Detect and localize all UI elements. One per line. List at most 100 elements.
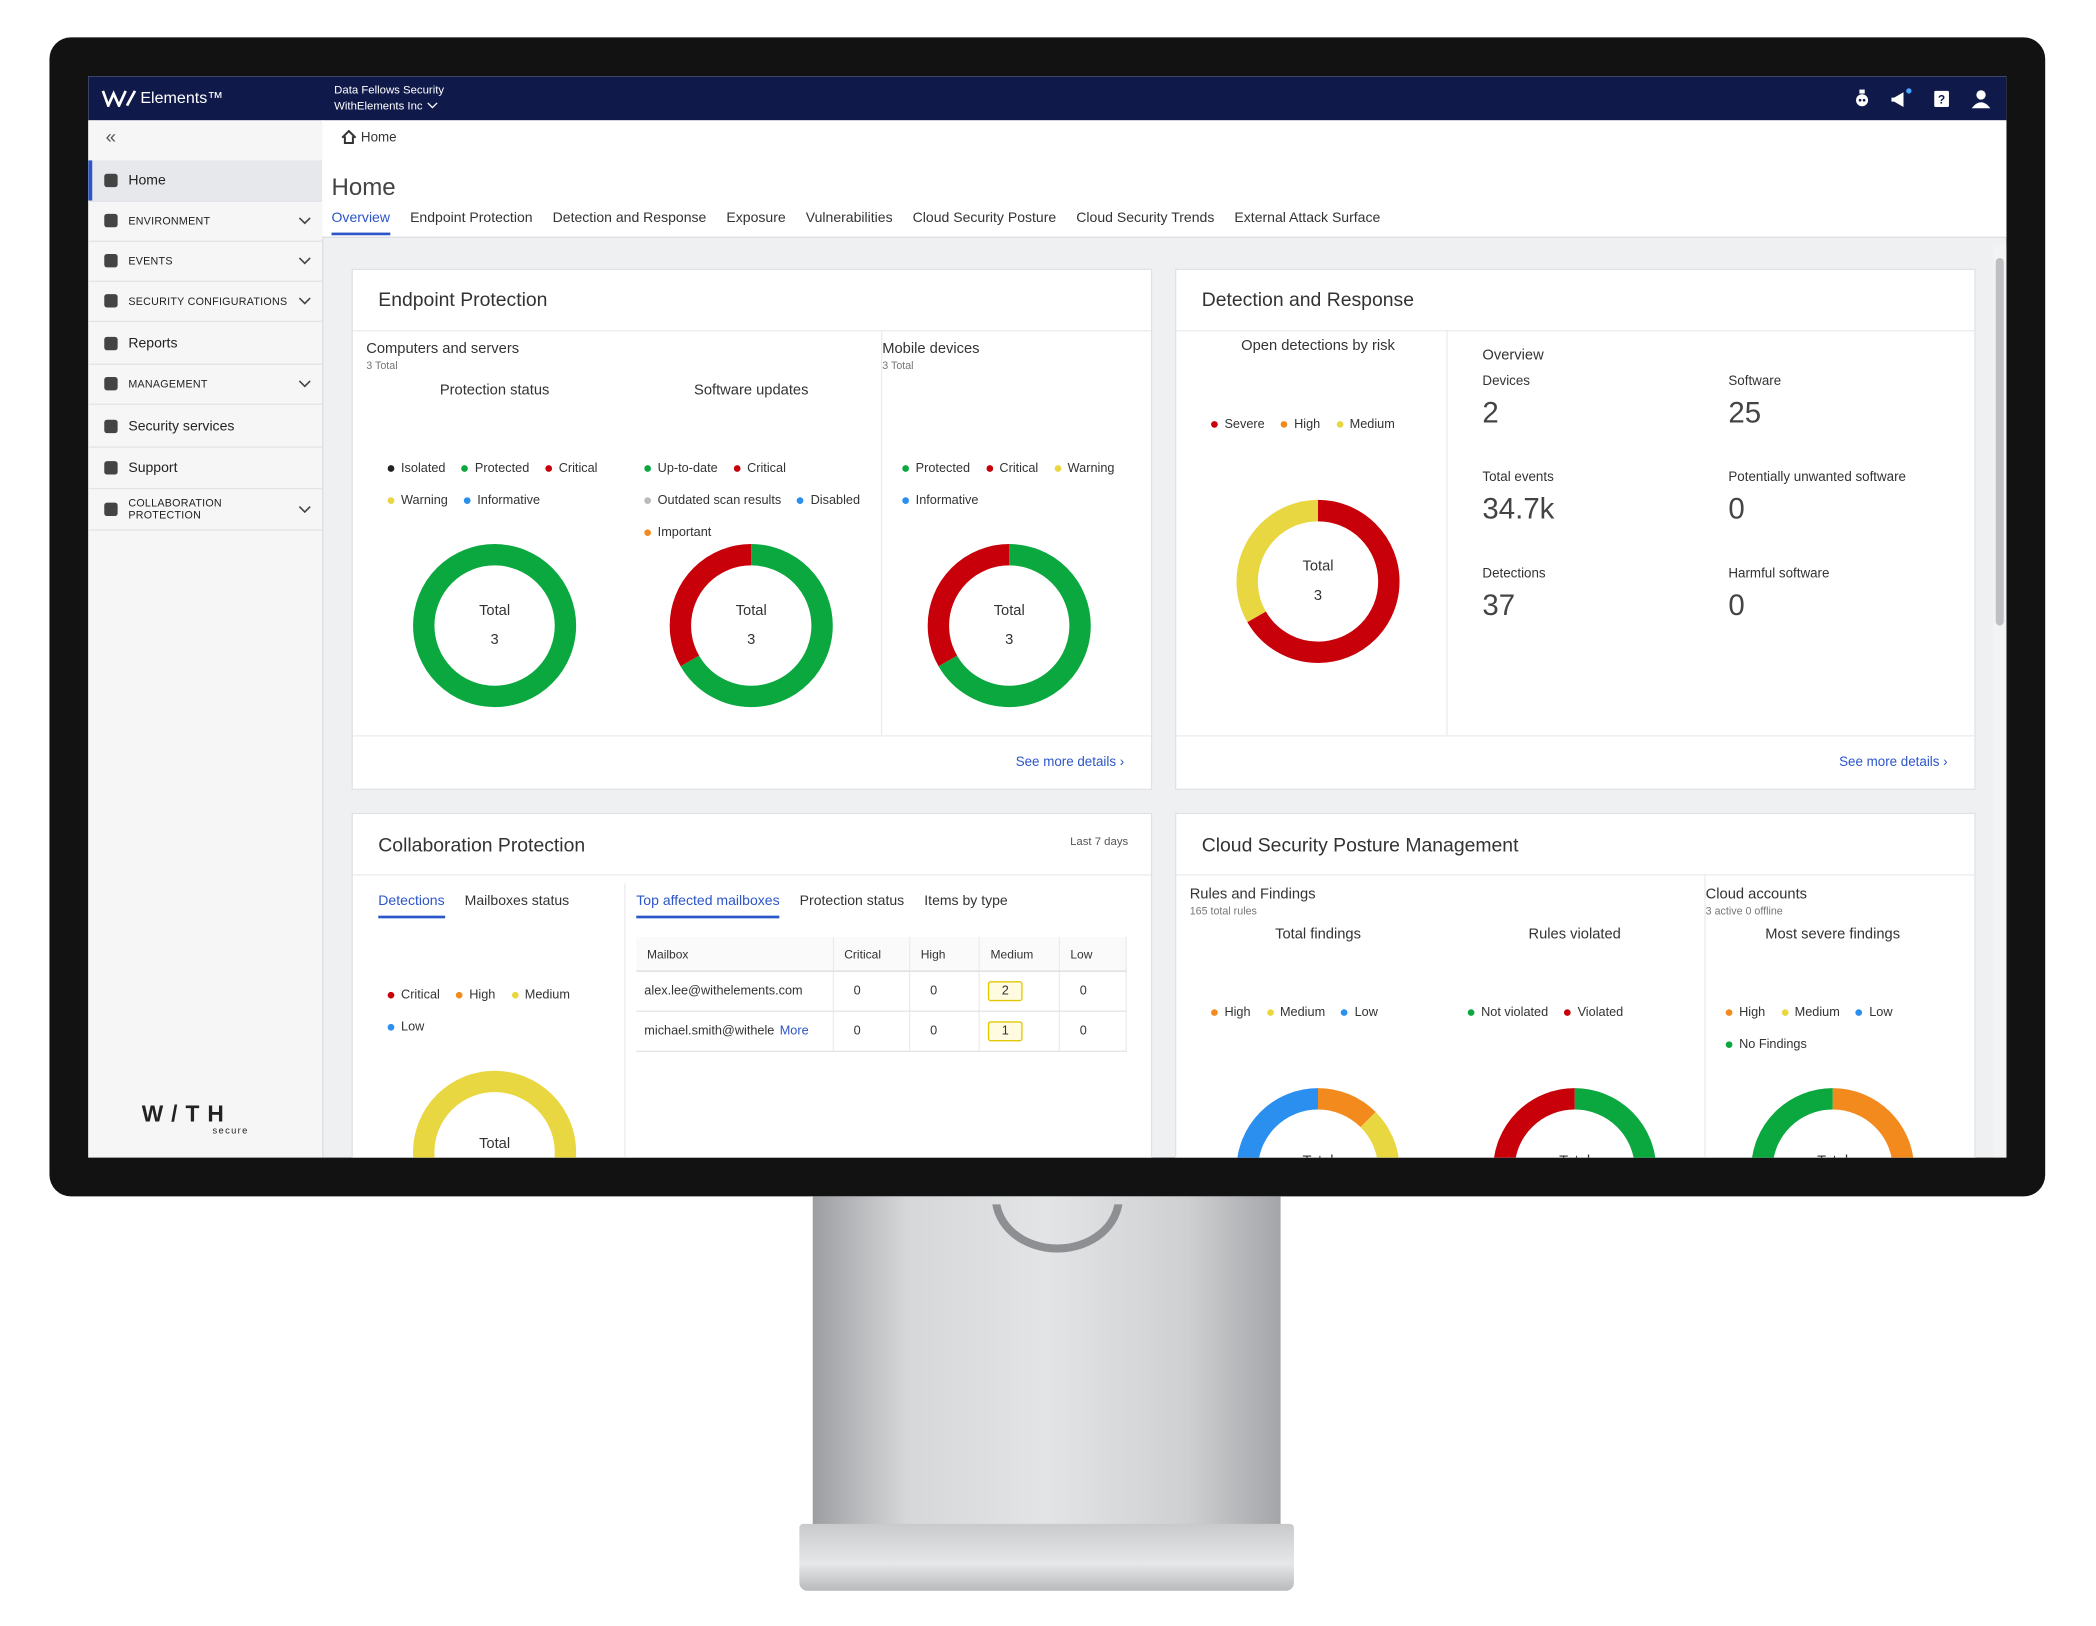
legend-dot xyxy=(1211,1008,1218,1016)
tab[interactable]: Detection and Response xyxy=(552,209,707,226)
tab[interactable]: Endpoint Protection xyxy=(410,209,533,226)
legend-label: Not violated xyxy=(1481,1004,1549,1020)
chart-slot: Critical High Medium Low Total xyxy=(361,904,628,1158)
donut-segment xyxy=(927,544,1091,708)
see-more-link[interactable]: See more details xyxy=(1016,755,1124,770)
chevron xyxy=(298,297,311,305)
legend-dot xyxy=(644,464,651,472)
legend-dot xyxy=(1336,420,1343,428)
legend-dot xyxy=(387,496,395,504)
divider xyxy=(352,874,1151,876)
legend-item: No Findings xyxy=(1725,1028,1807,1060)
nav-item[interactable]: ENVIRONMENT xyxy=(88,201,323,242)
nav-label: MANAGEMENT xyxy=(128,377,208,390)
detection-card: Detection and Response Open detections b… xyxy=(1174,268,1976,791)
tab[interactable]: Cloud Security Posture xyxy=(912,209,1057,226)
count: 0 xyxy=(853,1023,861,1039)
legend-label: Disabled xyxy=(810,492,861,508)
legend: Protected Critical Warning Informative xyxy=(902,452,1136,516)
chevron xyxy=(298,217,311,225)
divider xyxy=(1176,874,1975,876)
nav-item[interactable]: Home xyxy=(88,160,323,202)
table-cell: 0 xyxy=(1058,971,1127,1012)
nav-icon xyxy=(104,336,118,351)
nav-item[interactable]: SECURITY CONFIGURATIONS xyxy=(88,281,323,323)
chart-title: Protection status xyxy=(439,382,550,399)
table-cell: 1 xyxy=(979,1011,1060,1053)
more-link[interactable]: More xyxy=(779,1023,809,1039)
legend-label: Medium xyxy=(1794,1004,1840,1020)
tab[interactable]: Items by type xyxy=(924,892,1008,909)
legend: High Medium Low xyxy=(1211,996,1445,1028)
tab[interactable]: Vulnerabilities xyxy=(805,209,893,226)
stat-label: Software xyxy=(1728,374,1782,389)
stat-value: 25 xyxy=(1728,395,1762,430)
legend-item: Not violated xyxy=(1467,996,1549,1028)
legend-label: Protected xyxy=(474,460,530,476)
legend: Critical High Medium Low xyxy=(387,978,622,1043)
column-header: Mailbox xyxy=(636,937,834,972)
legend-item: Critical xyxy=(387,978,440,1010)
legend-dot xyxy=(387,991,395,998)
legend-label: High xyxy=(1739,1004,1766,1020)
company-switcher[interactable]: WithElements Inc xyxy=(334,99,438,112)
chart-slot: Protection status Isolated Protected Critic… xyxy=(361,377,628,751)
tab[interactable]: Mailboxes status xyxy=(464,892,570,909)
group-title: Cloud accounts xyxy=(1705,886,1808,903)
chart-title: Software updates xyxy=(694,382,809,399)
scroll-thumb[interactable] xyxy=(1995,257,2004,626)
tab[interactable]: Top affected mailboxes xyxy=(636,893,780,919)
center-label: Total xyxy=(1559,1154,1590,1158)
tab[interactable]: External Attack Surface xyxy=(1234,209,1381,226)
divider xyxy=(1446,330,1448,736)
divider xyxy=(1176,735,1975,737)
nav-item[interactable]: MANAGEMENT xyxy=(88,364,323,406)
legend-dot xyxy=(1564,1008,1571,1016)
donut: Total 3 xyxy=(669,544,833,708)
legend-item: Low xyxy=(387,1011,424,1043)
nav-item[interactable]: EVENTS xyxy=(88,241,323,283)
legend-item: Disabled xyxy=(797,484,860,516)
tab[interactable]: Overview xyxy=(331,210,391,236)
group-subtitle: 3 active 0 offline xyxy=(1705,904,1783,917)
tab[interactable]: Exposure xyxy=(726,209,786,226)
legend-label: Outdated scan results xyxy=(657,492,782,508)
legend-item: Medium xyxy=(1781,996,1840,1028)
collapse-button[interactable]: « xyxy=(105,125,117,148)
legend-dot xyxy=(1341,1008,1348,1016)
legend-dot xyxy=(797,496,804,504)
center-label: Total xyxy=(479,1136,510,1152)
see-more-link[interactable]: See more details xyxy=(1839,755,1947,770)
legend-item: High xyxy=(455,978,495,1010)
page-title: Home xyxy=(331,173,396,201)
legend-item: Medium xyxy=(1266,996,1325,1028)
table-cell: 0 xyxy=(832,971,911,1012)
nav-item[interactable]: Support xyxy=(88,448,323,490)
count: 0 xyxy=(930,983,938,999)
nav-list: Home ENVIRONMENT EVENTS SECURITY CONFIGURAT… xyxy=(88,120,323,655)
table-cell: 0 xyxy=(909,971,980,1012)
tab[interactable]: Protection status xyxy=(799,892,905,909)
tab-bar: Detections Mailboxes status xyxy=(378,892,570,919)
legend-dot xyxy=(1211,420,1218,428)
donut: Total xyxy=(1236,1088,1400,1158)
mailbox-table: Mailbox Critical High Medium Low alex.lee@wit… xyxy=(636,937,1127,1053)
nav-item[interactable]: Reports xyxy=(88,323,323,365)
mailbox: alex.lee@withelements.com xyxy=(644,983,803,999)
legend: High Medium Low No Findings xyxy=(1725,996,1960,1060)
table-cell: michael.smith@withele More xyxy=(636,1011,834,1053)
tab[interactable]: Detections xyxy=(378,893,445,919)
nav-item[interactable]: COLLABORATION PROTECTION xyxy=(88,489,323,531)
table-row: michael.smith@withele More 0 0 1 0 xyxy=(636,1011,1127,1053)
breadcrumb[interactable]: Home xyxy=(360,130,397,146)
legend-label: High xyxy=(1294,416,1321,432)
brand: Elements™ xyxy=(140,88,224,107)
table-cell: 0 xyxy=(1058,1011,1127,1053)
toolbar-icons[interactable]: ? xyxy=(1853,87,2000,111)
legend-dot xyxy=(1725,1008,1733,1016)
nav-item[interactable]: Security services xyxy=(88,406,323,448)
tab[interactable]: Cloud Security Trends xyxy=(1076,209,1215,226)
chart-slot: Software updates Up-to-date Critical Outdat… xyxy=(618,377,885,751)
nav-icon xyxy=(104,502,118,516)
legend-label: Important xyxy=(657,524,712,540)
